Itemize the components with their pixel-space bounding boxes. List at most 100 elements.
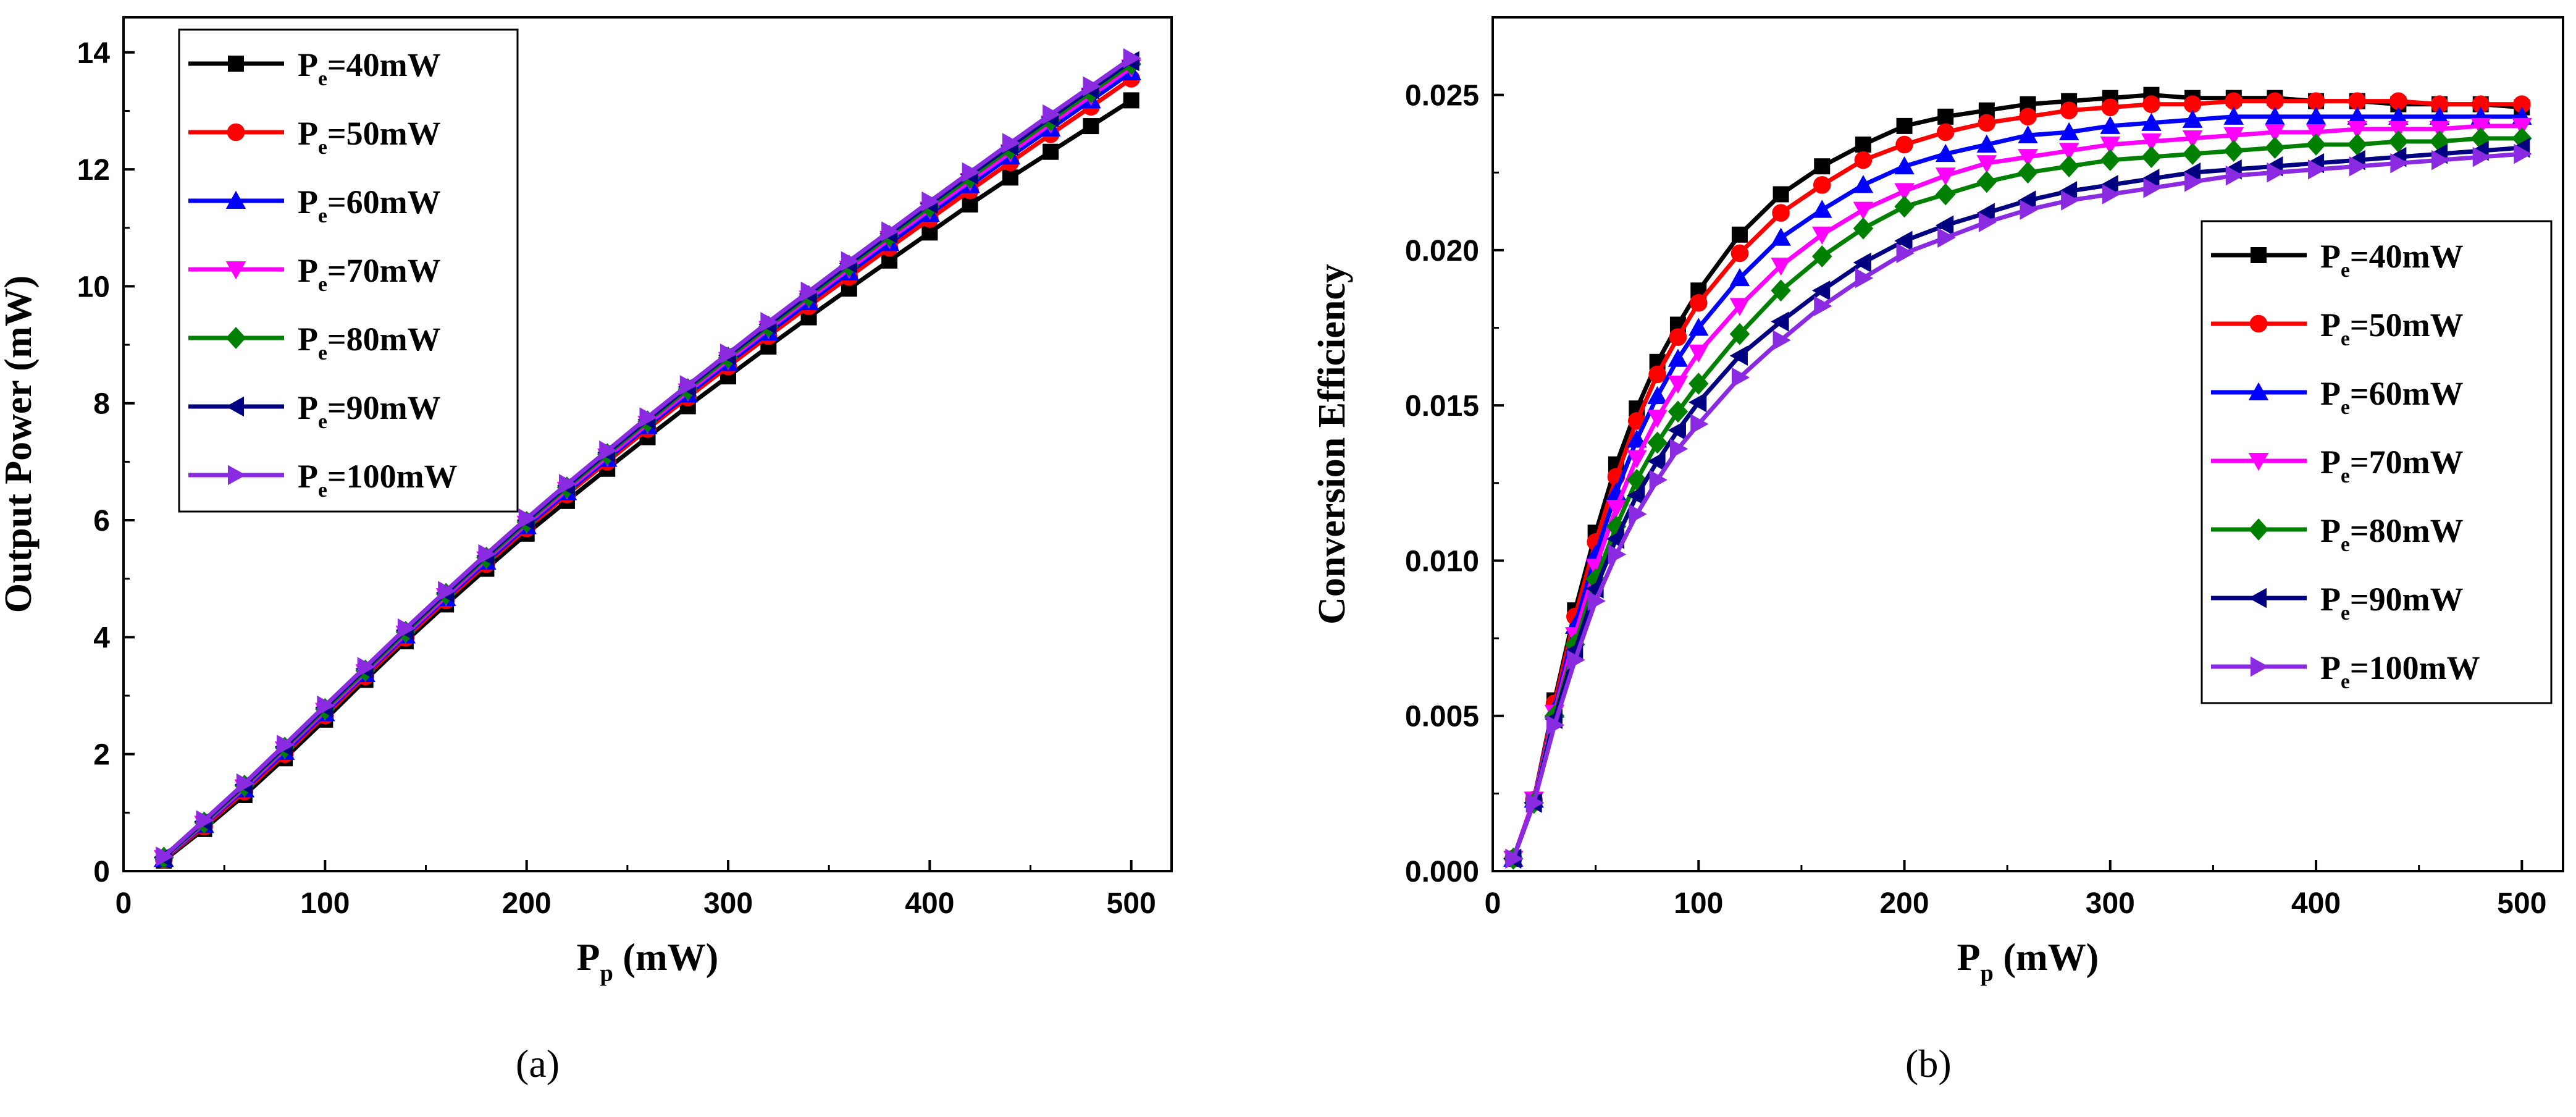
data-point: [1731, 367, 1750, 388]
legend-label-main: P: [2320, 512, 2341, 549]
legend-label-rest: =90mW: [2350, 581, 2464, 618]
data-point: [1689, 294, 1708, 312]
data-point: [1567, 650, 1585, 670]
legend-marker: [225, 190, 246, 209]
data-point: [1978, 212, 1997, 232]
legend-label: Pe=50mW: [298, 115, 441, 159]
data-point: [2305, 124, 2326, 143]
y-tick-label: 0.010: [1405, 545, 1479, 578]
x-axis-label-rest: (mW): [1994, 937, 2099, 979]
data-point: [2512, 117, 2532, 137]
data-point: [1935, 183, 1956, 206]
data-point: [1937, 108, 1954, 125]
data-point: [2018, 190, 2036, 211]
data-point: [518, 508, 537, 529]
data-point: [1937, 227, 1956, 248]
data-point: [2182, 143, 2203, 165]
data-point: [1896, 243, 1915, 264]
data-point: [2182, 109, 2203, 128]
y-tick-label: 12: [77, 154, 110, 187]
x-tick-label: 100: [1674, 887, 1723, 920]
data-point: [236, 773, 255, 794]
x-axis-label-rest: (mW): [613, 937, 718, 979]
data-point: [1976, 203, 1995, 223]
data-point: [2265, 137, 2285, 159]
data-point: [1773, 186, 1789, 203]
data-point: [1811, 245, 1832, 268]
legend-label-sub: e: [318, 67, 327, 90]
legend-marker: [225, 327, 246, 349]
data-point: [2018, 125, 2038, 143]
data-point: [2182, 130, 2203, 149]
data-point: [1668, 420, 1686, 440]
legend-label: Pe=50mW: [2320, 306, 2464, 350]
legend-label-sub: e: [318, 273, 327, 296]
data-point: [1771, 258, 1791, 276]
legend-label-main: P: [298, 458, 318, 495]
legend-label: Pe=70mW: [298, 252, 441, 296]
data-point: [760, 311, 779, 332]
plot-frame: [1491, 16, 2564, 872]
legend-marker: [2248, 518, 2269, 541]
data-point: [2225, 166, 2244, 186]
data-point: [1668, 400, 1689, 423]
legend-marker: [2251, 247, 2267, 263]
data-point: [2141, 133, 2162, 152]
x-axis-label: Pp (mW): [1957, 937, 2099, 986]
legend-label: Pe=60mW: [2320, 375, 2464, 419]
data-point: [1811, 280, 1831, 301]
x-axis-label: Pp (mW): [577, 937, 719, 986]
legend-label-sub: e: [318, 136, 327, 159]
data-point: [1629, 504, 1647, 525]
data-point: [1689, 373, 1709, 395]
data-point: [2143, 178, 2162, 198]
panel-label-b: (b): [1905, 1042, 1952, 1085]
data-point: [2100, 116, 2121, 134]
data-point: [2061, 190, 2079, 211]
data-point: [2429, 120, 2450, 140]
data-point: [1731, 226, 1748, 243]
data-point: [1813, 176, 1831, 194]
legend-label-rest: =50mW: [327, 115, 441, 152]
data-point: [2058, 122, 2079, 140]
data-point: [1811, 200, 1832, 218]
legend-label: Pe=40mW: [298, 46, 441, 90]
data-point: [1123, 92, 1139, 109]
legend-label-sub: e: [318, 479, 327, 502]
data-point: [1853, 201, 1874, 220]
data-point: [2347, 133, 2367, 156]
legend-marker: [2248, 453, 2269, 471]
data-point: [2018, 149, 2038, 167]
x-tick-label: 200: [502, 887, 552, 920]
data-point: [1729, 345, 1748, 366]
data-point: [2225, 92, 2243, 110]
x-axis-label-sub: p: [600, 960, 613, 986]
data-point: [2514, 143, 2532, 164]
data-point: [1896, 117, 1913, 134]
data-point: [1935, 143, 1956, 162]
data-point: [1647, 410, 1668, 428]
legend-marker: [228, 56, 244, 72]
data-point: [1606, 500, 1627, 518]
data-point: [1853, 217, 1874, 240]
x-axis-label-sub: p: [1981, 960, 1994, 986]
legend-label-sub: e: [2341, 533, 2350, 556]
legend-label-main: P: [2320, 444, 2341, 481]
legend-marker: [228, 465, 246, 486]
legend-label-sub: e: [318, 410, 327, 433]
legend-label-main: P: [298, 389, 318, 426]
data-point: [2348, 92, 2367, 110]
data-point: [397, 618, 416, 639]
legend-label: Pe=40mW: [2320, 238, 2464, 282]
legend-label: Pe=100mW: [298, 458, 458, 502]
data-point: [2142, 95, 2160, 114]
data-point: [1854, 151, 1873, 169]
data-point: [2223, 106, 2244, 125]
y-tick-label: 0.005: [1405, 701, 1479, 733]
data-point: [2058, 143, 2079, 161]
data-point: [1627, 429, 1647, 448]
x-tick-label: 500: [2497, 887, 2546, 920]
data-point: [1855, 268, 1874, 289]
y-tick-label: 0.020: [1405, 235, 1479, 268]
legend-label-main: P: [2320, 581, 2341, 618]
